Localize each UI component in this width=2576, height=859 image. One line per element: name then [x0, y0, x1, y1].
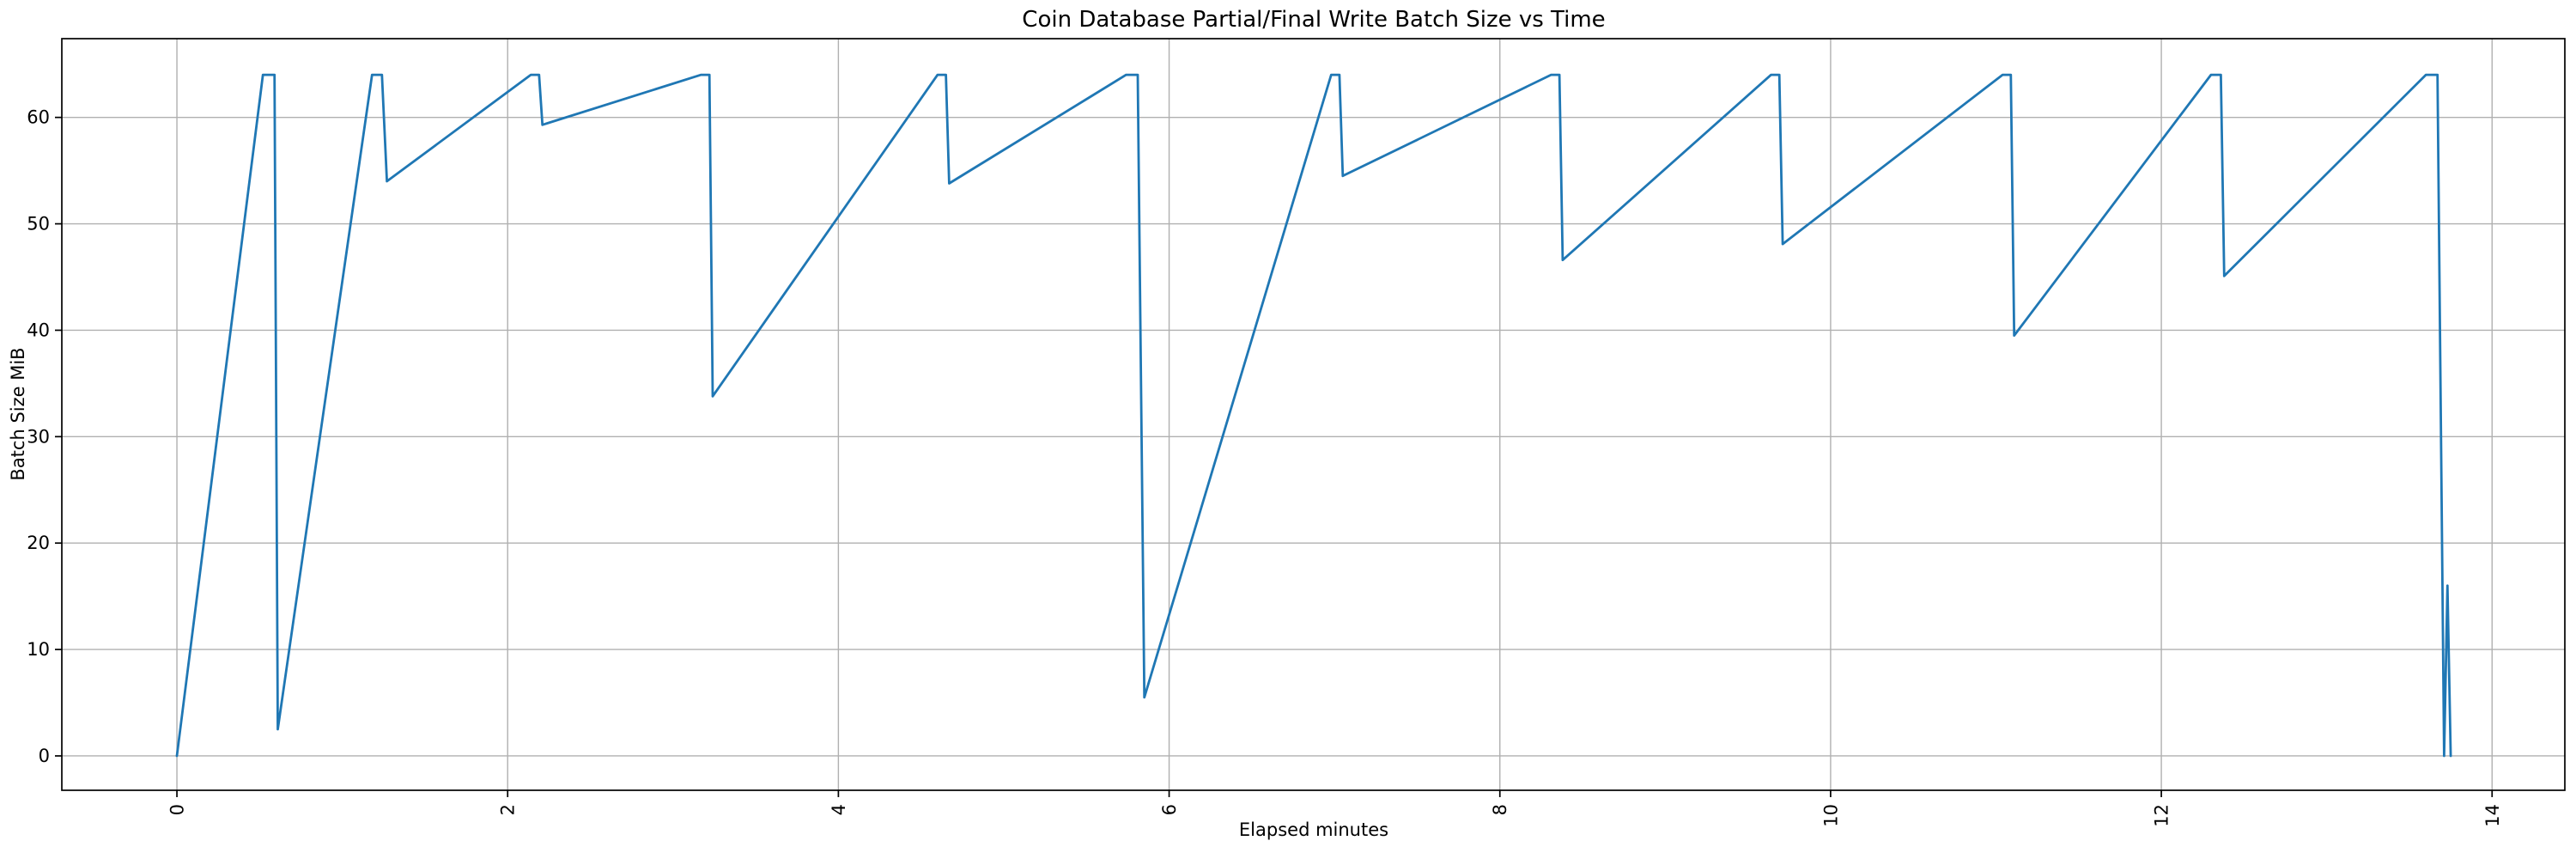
chart-title: Coin Database Partial/Final Write Batch …	[1022, 7, 1605, 33]
y-tick-label: 40	[27, 320, 50, 340]
axes-border	[61, 38, 2566, 791]
batch-size-line	[175, 73, 2452, 758]
x-tick-label: 2	[498, 804, 519, 815]
grid-lines	[62, 39, 2565, 790]
x-tick-label: 4	[829, 804, 849, 815]
y-tick-label: 60	[27, 107, 50, 128]
x-tick-label: 6	[1159, 804, 1180, 815]
y-tick-label: 10	[27, 639, 50, 660]
x-tick-label: 14	[2482, 804, 2503, 827]
y-axis-label: Batch Size MiB	[8, 347, 28, 480]
y-tick-label: 20	[27, 533, 50, 553]
x-tick-label: 10	[1820, 804, 1841, 827]
tick-labels: 0 2 4 6 8 10 12 14 0 10 20 30 40 50 60	[27, 107, 2502, 827]
x-tick-label: 8	[1490, 804, 1510, 815]
y-tick-label: 50	[27, 214, 50, 235]
x-tick-label: 12	[2152, 804, 2172, 827]
y-tick-label: 0	[39, 746, 50, 766]
x-tick-label: 0	[167, 804, 188, 815]
axis-tick-marks	[55, 116, 2494, 797]
x-axis-label: Elapsed minutes	[1239, 819, 1388, 840]
y-tick-label: 30	[27, 426, 50, 447]
